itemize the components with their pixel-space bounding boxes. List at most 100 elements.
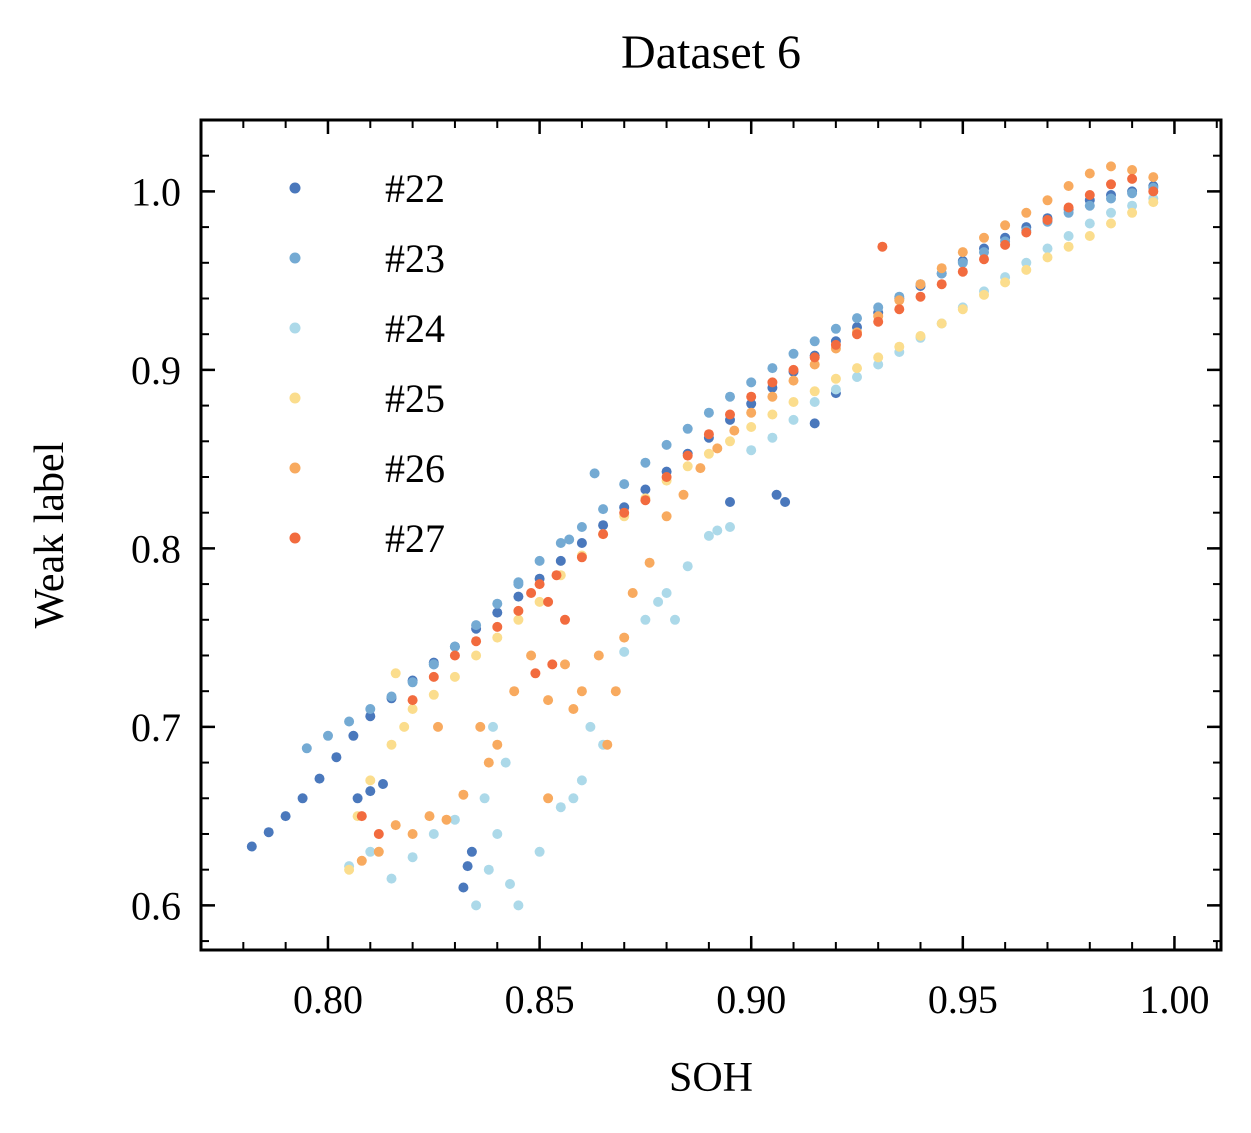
data-point-series-4: [1021, 207, 1032, 218]
y-tick-label: 0.7: [131, 705, 181, 750]
data-point-series-3: [492, 632, 503, 643]
data-point-series-1: [576, 522, 587, 532]
data-point-series-2: [428, 829, 439, 839]
data-point-series-1: [492, 598, 503, 609]
data-point-series-5: [1000, 239, 1011, 250]
data-point-series-3: [471, 650, 482, 661]
data-point-series-3: [767, 409, 778, 420]
data-point-series-5: [428, 671, 439, 682]
x-axis-label: SOH: [669, 1055, 753, 1101]
data-point-series-2: [1063, 231, 1074, 241]
data-point-series-4: [602, 739, 613, 750]
data-point-series-0: [513, 591, 524, 602]
data-point-series-3: [725, 436, 735, 447]
data-point-series-3: [428, 689, 439, 700]
data-point-series-5: [746, 391, 757, 402]
data-point-series-5: [661, 472, 672, 482]
data-point-series-4: [1148, 172, 1159, 183]
data-point-series-1: [979, 247, 989, 258]
legend-label: #26: [385, 446, 445, 491]
data-point-series-3: [957, 304, 968, 315]
data-point-series-4: [475, 721, 486, 732]
data-point-series-4: [543, 695, 554, 706]
legend-label: #24: [385, 306, 445, 351]
y-tick-label: 0.6: [131, 883, 181, 928]
data-point-series-0: [246, 841, 257, 852]
data-point-series-5: [830, 339, 841, 350]
data-point-series-2: [407, 852, 418, 863]
data-point-series-3: [830, 373, 841, 384]
data-point-series-1: [365, 704, 376, 714]
data-point-series-5: [576, 552, 587, 563]
data-point-series-4: [407, 829, 418, 839]
data-point-series-2: [492, 829, 503, 839]
data-point-series-1: [513, 579, 524, 590]
data-point-series-4: [568, 704, 579, 714]
data-point-series-2: [640, 614, 651, 625]
data-point-series-0: [365, 711, 376, 722]
data-point-series-3: [1000, 277, 1011, 288]
data-point-series-5: [1042, 215, 1053, 225]
data-point-series-1: [564, 534, 575, 545]
legend-marker: [289, 532, 301, 544]
data-point-series-5: [703, 429, 714, 440]
data-point-series-5: [543, 596, 554, 607]
data-point-series-2: [505, 879, 515, 889]
data-point-series-0: [280, 811, 291, 822]
data-point-series-5: [957, 266, 968, 277]
data-point-series-4: [936, 263, 947, 274]
data-point-series-2: [661, 588, 672, 598]
data-point-series-4: [746, 407, 757, 418]
data-point-series-5: [1021, 227, 1032, 238]
data-point-series-2: [1084, 218, 1095, 229]
data-point-series-5: [682, 450, 693, 461]
legend-marker: [289, 322, 301, 334]
data-point-series-4: [593, 650, 604, 661]
data-point-series-1: [873, 302, 884, 313]
legend: #22 #23 #24 #25 #26 #27: [289, 166, 445, 561]
x-tick-label: 0.85: [505, 977, 575, 1022]
data-point-series-5: [534, 579, 545, 590]
data-point-series-1: [682, 423, 693, 434]
data-point-series-5: [526, 588, 537, 598]
data-point-series-2: [1127, 200, 1138, 211]
data-point-series-1: [534, 555, 545, 566]
data-point-series-4: [1042, 195, 1053, 206]
data-point-series-2: [365, 846, 376, 857]
data-point-series-0: [555, 555, 566, 566]
data-point-series-2: [488, 721, 498, 732]
data-point-series-4: [729, 425, 740, 436]
data-point-series-3: [1042, 252, 1053, 263]
data-point-series-2: [725, 522, 735, 532]
data-point-series-2: [534, 846, 545, 857]
data-point-series-5: [449, 650, 460, 661]
ticks-layer: 0.80 0.85 0.90 0.95 1.00 0.6 0.7 0.8 0.9 1.0: [131, 119, 1221, 1022]
data-point-series-5: [530, 668, 541, 679]
data-point-series-4: [373, 846, 384, 857]
data-point-series-3: [513, 614, 524, 625]
data-point-series-5: [513, 605, 524, 616]
data-point-series-3: [399, 721, 410, 732]
x-tick-label: 0.80: [293, 977, 363, 1022]
data-point-series-3: [407, 704, 418, 714]
data-point-series-1: [830, 323, 841, 334]
data-point-series-0: [466, 846, 477, 857]
data-point-series-1: [746, 377, 757, 388]
data-point-series-3: [534, 596, 545, 607]
data-point-series-4: [441, 814, 452, 825]
data-point-series-4: [509, 686, 520, 697]
data-point-series-5: [877, 241, 888, 252]
data-point-series-3: [894, 341, 905, 352]
data-point-series-0: [314, 773, 325, 784]
data-point-series-5: [551, 570, 562, 581]
data-point-series-2: [585, 721, 596, 732]
data-point-series-5: [640, 495, 651, 506]
data-point-series-3: [788, 397, 799, 407]
data-point-series-4: [1106, 161, 1116, 172]
data-point-series-0: [352, 793, 363, 804]
data-point-series-4: [543, 793, 554, 804]
x-tick-label: 1.00: [1139, 977, 1209, 1022]
data-point-series-2: [1042, 243, 1053, 254]
data-point-series-2: [788, 414, 799, 425]
data-point-series-2: [449, 814, 460, 825]
